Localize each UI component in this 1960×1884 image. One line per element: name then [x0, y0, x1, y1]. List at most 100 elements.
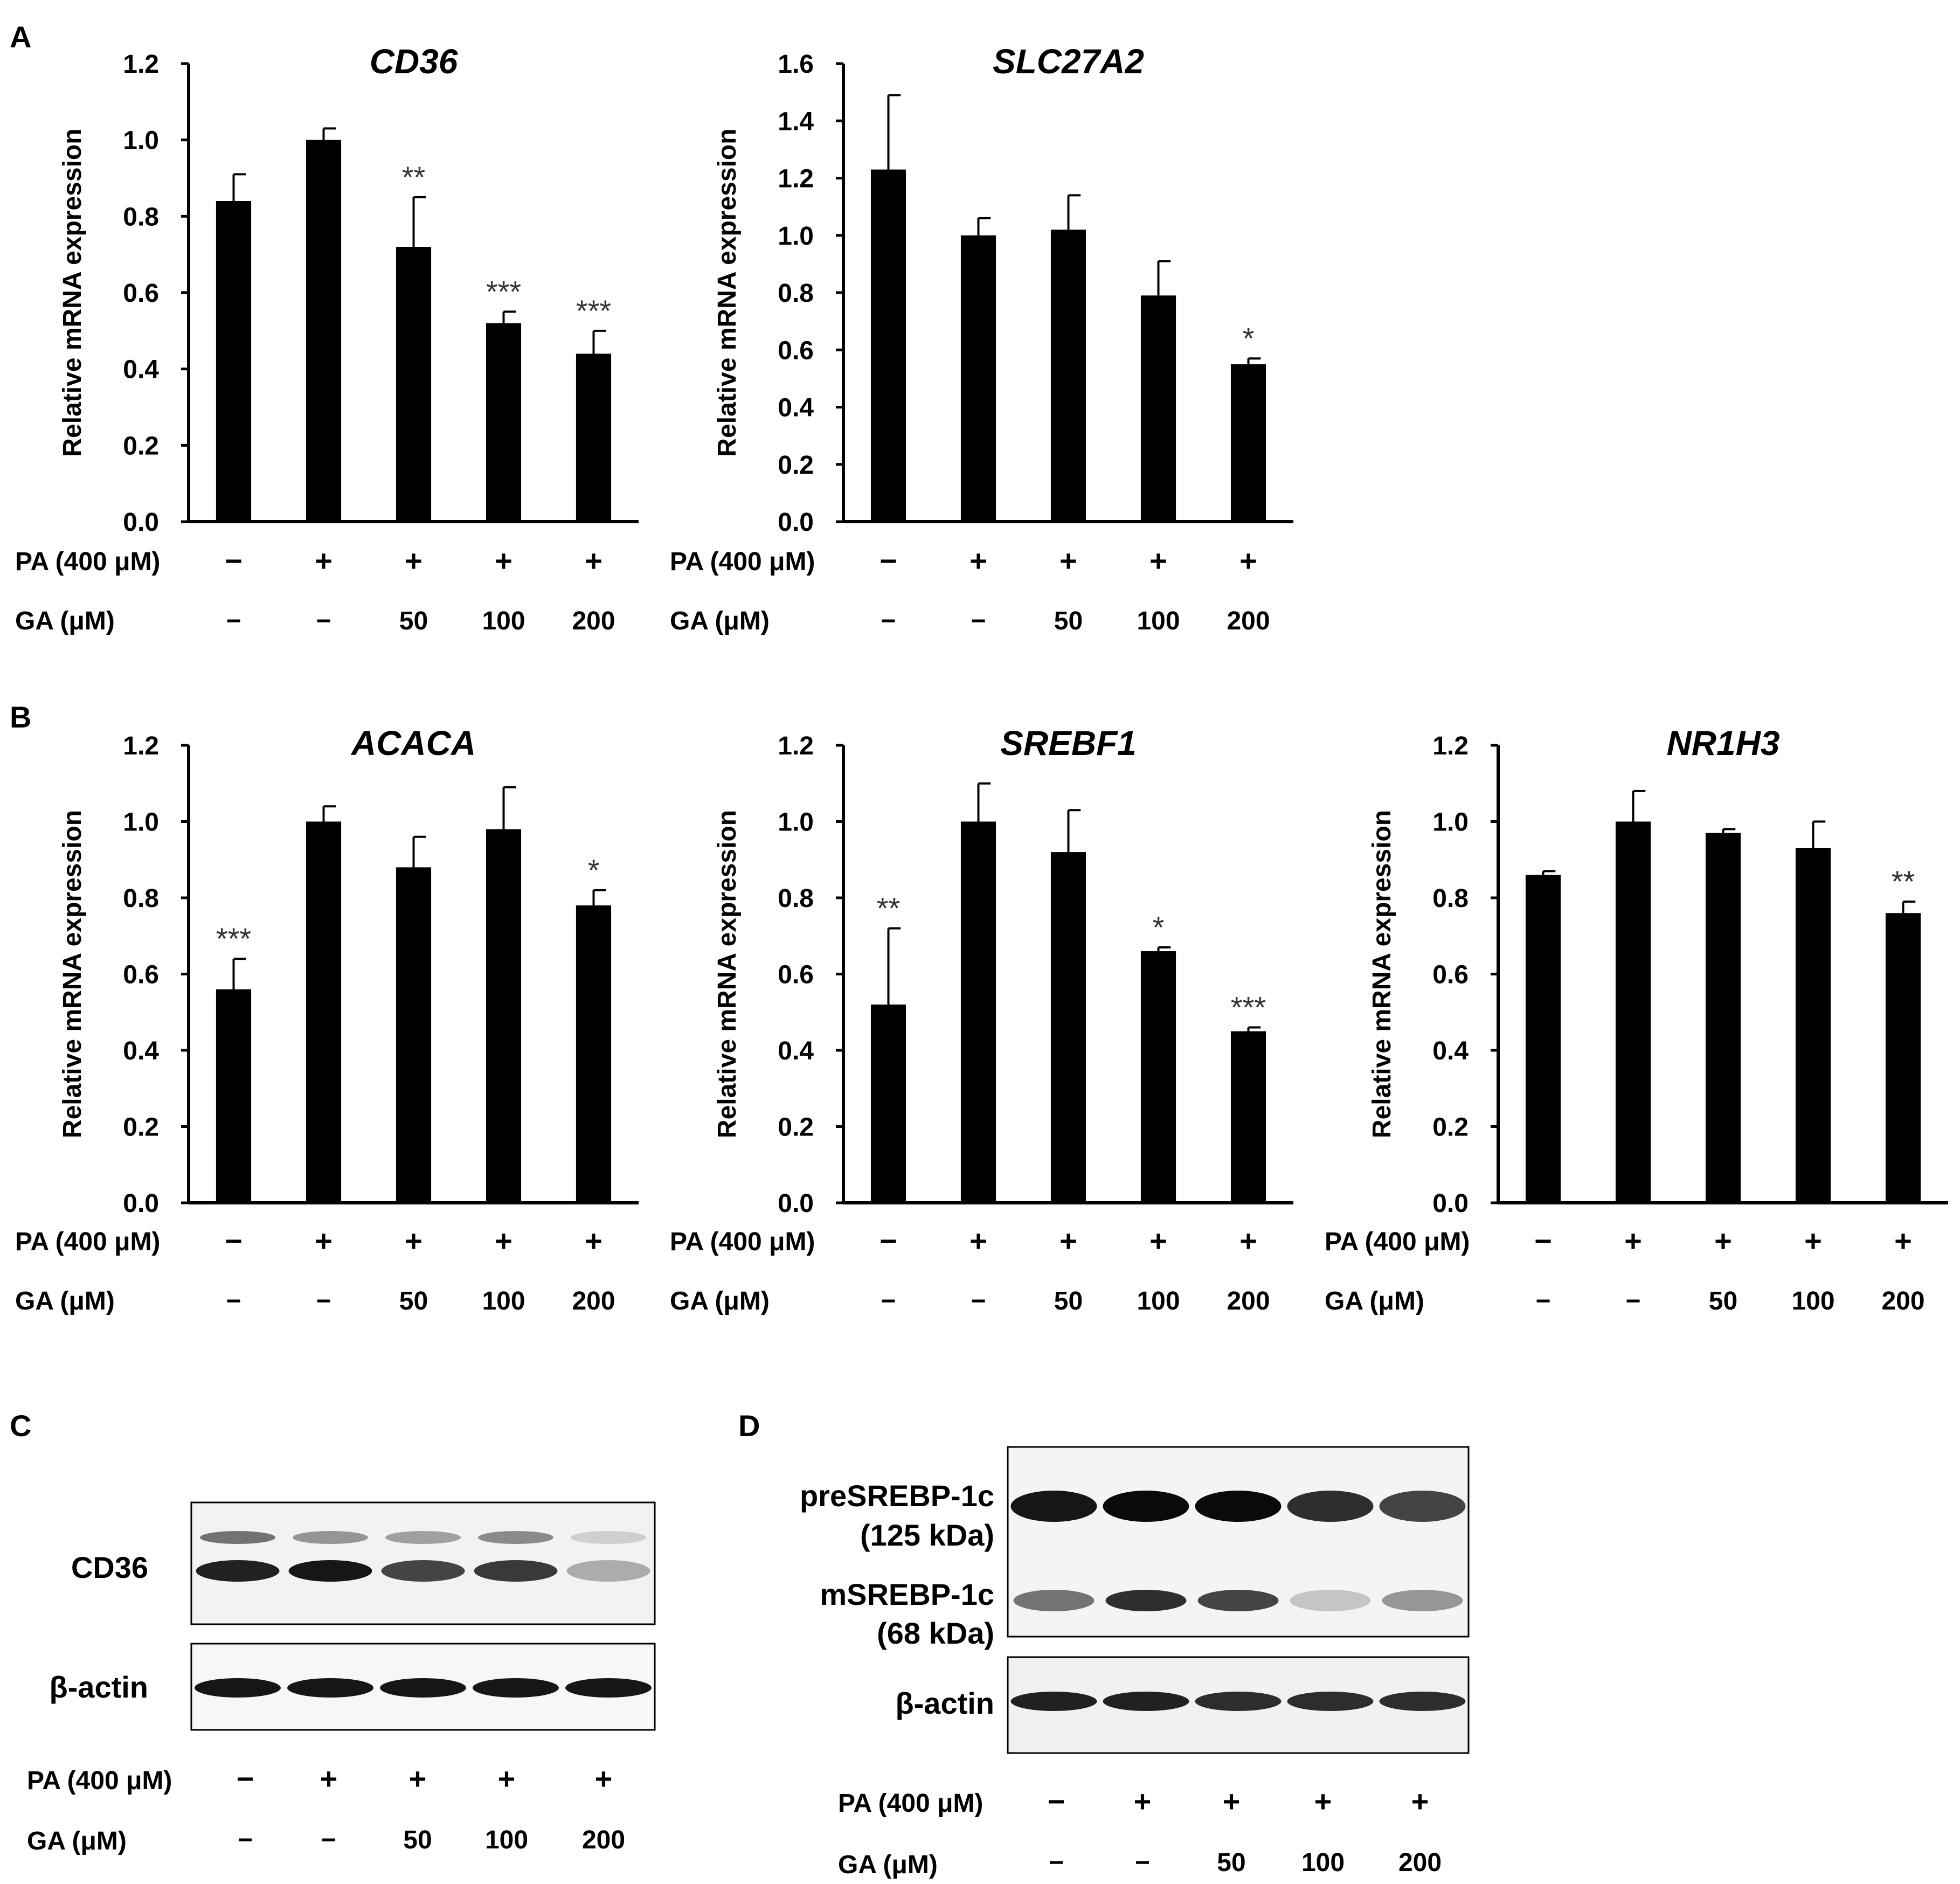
- blot-band: [380, 1678, 466, 1698]
- bar: [486, 829, 522, 1203]
- y-tick-label: 0.0: [1432, 1189, 1469, 1218]
- pa-value: +: [585, 1224, 602, 1258]
- blot-band: [293, 1531, 368, 1544]
- ga-value: −: [1049, 1848, 1064, 1877]
- ga-value: −: [321, 1826, 336, 1854]
- bar: [1140, 295, 1176, 522]
- y-axis-label: Relative mRNA expression: [58, 128, 87, 456]
- y-tick-label: 0.6: [123, 961, 159, 989]
- blot-label-actin: β-actin: [895, 1686, 994, 1720]
- pa-value: +: [1894, 1224, 1912, 1258]
- chart-title: NR1H3: [1667, 724, 1780, 763]
- bar: [396, 247, 432, 522]
- significance-marker: ***: [576, 294, 611, 328]
- ga-value: 100: [1137, 607, 1180, 635]
- pa-value: −: [225, 544, 243, 578]
- y-tick-label: 0.2: [778, 1113, 814, 1142]
- bar: [870, 1005, 906, 1203]
- ga-value: −: [226, 1287, 241, 1315]
- y-tick-label: 0.6: [778, 336, 814, 365]
- blot-band: [474, 1560, 558, 1582]
- bar: [216, 201, 252, 522]
- ga-value: 200: [1227, 607, 1270, 635]
- bar: [960, 235, 996, 522]
- bar: [306, 140, 342, 522]
- y-tick-label: 0.0: [123, 508, 159, 537]
- blot-band: [385, 1531, 461, 1544]
- y-tick-label: 1.6: [778, 50, 814, 79]
- y-tick-label: 0.8: [123, 884, 159, 913]
- pa-value: +: [1714, 1224, 1732, 1258]
- y-tick-label: 1.0: [778, 808, 814, 837]
- pa-value: −: [879, 1224, 897, 1258]
- ga-value: −: [881, 607, 896, 635]
- bar: [396, 867, 432, 1203]
- y-axis-label: Relative mRNA expression: [713, 128, 742, 456]
- ga-value: −: [881, 1287, 896, 1315]
- blot-band: [381, 1560, 465, 1582]
- ga-value: 200: [1227, 1287, 1270, 1315]
- y-tick-label: 1.0: [778, 222, 814, 251]
- y-axis-label: Relative mRNA expression: [713, 810, 742, 1138]
- blot-band: [1013, 1590, 1095, 1611]
- y-tick-label: 0.4: [123, 1037, 159, 1065]
- pa-value: +: [495, 1224, 512, 1258]
- pa-value: +: [405, 544, 423, 578]
- ga-value: −: [226, 607, 241, 635]
- blot-band: [1287, 1692, 1374, 1711]
- blot-band: [287, 1678, 373, 1698]
- panel-letter-c: C: [10, 1409, 31, 1443]
- bar: [576, 905, 612, 1203]
- blot-band: [196, 1560, 280, 1582]
- significance-marker: ***: [1231, 991, 1266, 1024]
- ga-value: −: [1135, 1848, 1150, 1877]
- pa-value: +: [969, 544, 987, 578]
- blot-label-pre-kda: (125 kDa): [860, 1518, 994, 1552]
- ga-value: 200: [1398, 1848, 1442, 1877]
- bar: [1795, 848, 1831, 1203]
- significance-marker: **: [1892, 864, 1915, 898]
- pa-value: +: [1804, 1224, 1822, 1258]
- ga-value: 50: [1054, 607, 1083, 635]
- ga-value: 50: [399, 1287, 428, 1315]
- ga-value: −: [1625, 1287, 1640, 1315]
- blot-panel-c: CD36 β-actin PA (400 μM) GA (μM) − − + − +50 +100…: [27, 1501, 656, 1855]
- blot-band: [288, 1560, 372, 1582]
- y-tick-label: 1.2: [778, 165, 814, 193]
- blot-band: [1103, 1692, 1189, 1711]
- y-tick-label: 0.0: [778, 508, 814, 537]
- bar: [960, 821, 996, 1203]
- bar: [1230, 364, 1266, 522]
- significance-marker: *: [588, 853, 600, 887]
- y-tick-label: 0.8: [123, 203, 159, 231]
- pa-row-label: PA (400 μM): [15, 548, 160, 576]
- blot-band: [1197, 1590, 1279, 1611]
- ga-value: 50: [399, 607, 428, 635]
- y-tick-label: 0.2: [778, 451, 814, 480]
- pa-value: −: [1048, 1784, 1065, 1818]
- ga-row-label: GA (μM): [15, 1287, 115, 1315]
- blot-band: [1195, 1692, 1282, 1711]
- pa-value: +: [498, 1762, 516, 1796]
- pa-value: +: [1223, 1784, 1241, 1818]
- blot-label-cd36: CD36: [71, 1550, 148, 1584]
- chart-title: ACACA: [350, 724, 476, 763]
- ga-value: 50: [1709, 1287, 1737, 1315]
- pa-value: +: [1239, 544, 1257, 578]
- ga-value: 100: [482, 607, 525, 635]
- chart-title: CD36: [370, 42, 458, 81]
- y-tick-label: 1.2: [1432, 732, 1469, 760]
- bar: [1050, 230, 1086, 522]
- blot-band: [1103, 1491, 1189, 1522]
- bar: [1885, 913, 1921, 1203]
- bar: [486, 323, 522, 522]
- ga-value: −: [1535, 1287, 1550, 1315]
- y-tick-label: 1.0: [123, 808, 159, 837]
- y-tick-label: 1.4: [778, 107, 814, 136]
- y-tick-label: 0.2: [123, 1113, 159, 1142]
- pa-value: +: [405, 1224, 423, 1258]
- ga-value: 100: [1137, 1287, 1180, 1315]
- significance-marker: **: [402, 160, 426, 194]
